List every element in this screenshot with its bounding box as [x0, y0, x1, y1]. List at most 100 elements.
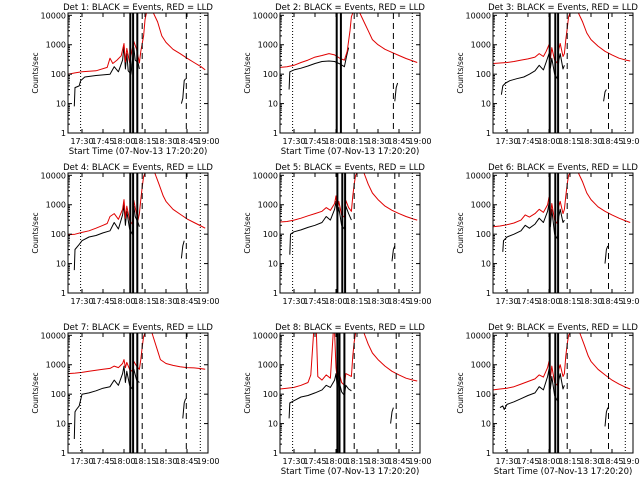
y-tick-label: 1	[486, 129, 491, 138]
y-tick-label: 10000	[466, 331, 491, 340]
y-axis-label: Counts/sec	[31, 372, 40, 413]
x-tick-label: 18:00	[324, 457, 347, 466]
y-tick-label: 10000	[41, 171, 66, 180]
y-tick-label: 1	[486, 289, 491, 298]
x-tick-label: 19:00	[408, 457, 431, 466]
x-tick-label: 18:30	[154, 137, 177, 146]
y-tick-label: 10	[56, 100, 66, 109]
y-axis-label: Counts/sec	[456, 372, 465, 413]
y-tick-label: 1000	[46, 201, 66, 210]
x-tick-label: 18:15	[133, 297, 156, 306]
events-series-line	[603, 89, 607, 102]
plot-frame	[492, 12, 634, 134]
x-tick-label: 18:00	[537, 297, 560, 306]
detector-panel-2: 1 10 100 1000 10000 17:3017:4518:0018:1518:30…	[243, 3, 432, 157]
y-tick-label: 100	[263, 230, 278, 239]
x-tick-label: 17:45	[91, 297, 114, 306]
panel-title: Det 6: BLACK = Events, RED = LLD	[488, 163, 638, 173]
y-tick-label: 10000	[253, 331, 278, 340]
x-tick-label: 17:30	[70, 297, 93, 306]
panel-title: Det 8: BLACK = Events, RED = LLD	[275, 323, 425, 333]
y-tick-label: 100	[476, 70, 491, 79]
y-tick-label: 100	[51, 70, 66, 79]
x-tick-label: 18:15	[558, 137, 581, 146]
lld-series-line	[492, 12, 631, 64]
y-tick-label: 10	[481, 260, 491, 269]
panel-title: Det 9: BLACK = Events, RED = LLD	[488, 323, 638, 333]
x-tick-label: 18:45	[600, 137, 623, 146]
x-tick-label: 17:45	[91, 137, 114, 146]
x-tick-label: 18:45	[600, 457, 623, 466]
x-tick-label: 18:30	[579, 297, 602, 306]
y-tick-label: 1	[61, 129, 66, 138]
y-tick-label: 1000	[258, 201, 278, 210]
y-tick-label: 1000	[46, 361, 66, 370]
panel-title: Det 4: BLACK = Events, RED = LLD	[63, 163, 213, 173]
detector-panel-7: 1 10 100 1000 10000 17:3017:4518:0018:1518:30…	[31, 323, 220, 466]
x-tick-label: 18:15	[133, 457, 156, 466]
detector-panel-9: 1 10 100 1000 10000 17:3017:4518:0018:1518:30…	[456, 323, 640, 477]
panel-title: Det 5: BLACK = Events, RED = LLD	[275, 163, 425, 173]
events-series-line	[73, 365, 140, 440]
panel-title: Det 2: BLACK = Events, RED = LLD	[275, 3, 425, 13]
events-series-line	[182, 398, 187, 419]
x-tick-label: 18:30	[154, 457, 177, 466]
x-tick-label: 18:45	[600, 297, 623, 306]
lld-series-line	[492, 172, 631, 228]
plot-frame	[279, 332, 421, 454]
y-tick-label: 1000	[258, 361, 278, 370]
y-tick-label: 100	[476, 230, 491, 239]
x-tick-label: 19:00	[621, 457, 640, 466]
x-tick-label: 18:45	[175, 457, 198, 466]
y-tick-label: 10000	[253, 171, 278, 180]
x-axis-label: Start Time (07-Nov-13 17:20:20)	[69, 147, 208, 157]
x-tick-label: 19:00	[621, 297, 640, 306]
y-axis-label: Counts/sec	[243, 52, 252, 93]
x-tick-label: 18:45	[175, 137, 198, 146]
events-series-line	[180, 240, 185, 259]
y-tick-label: 10	[481, 100, 491, 109]
plot-frame	[492, 172, 634, 294]
x-tick-label: 17:30	[495, 297, 518, 306]
lld-series-line	[279, 12, 418, 68]
x-tick-label: 18:15	[345, 297, 368, 306]
x-tick-label: 19:00	[408, 137, 431, 146]
x-tick-label: 18:30	[366, 297, 389, 306]
x-tick-label: 18:00	[112, 297, 135, 306]
x-tick-label: 17:30	[282, 297, 305, 306]
y-tick-label: 10	[56, 420, 66, 429]
detector-panel-8: 1 10 100 1000 10000 17:3017:4518:0018:1518:30…	[243, 323, 432, 477]
x-tick-label: 18:15	[345, 137, 368, 146]
y-axis-label: Counts/sec	[243, 212, 252, 253]
x-tick-label: 19:00	[196, 457, 219, 466]
y-tick-label: 10000	[41, 331, 66, 340]
x-tick-label: 18:45	[175, 297, 198, 306]
x-tick-label: 18:00	[537, 457, 560, 466]
x-tick-label: 18:45	[387, 137, 410, 146]
events-series-line	[394, 82, 399, 102]
x-tick-label: 18:15	[558, 457, 581, 466]
x-tick-label: 18:00	[112, 457, 135, 466]
x-tick-label: 18:00	[324, 137, 347, 146]
x-axis-label: Start Time (07-Nov-13 17:20:20)	[281, 147, 420, 157]
detector-panel-3: 1 10 100 1000 10000 17:3017:4518:0018:1518:30…	[456, 3, 640, 146]
detector-panel-1: 1 10 100 1000 10000 17:3017:4518:0018:1518:30…	[31, 3, 220, 157]
x-tick-label: 18:15	[133, 137, 156, 146]
x-tick-label: 18:00	[112, 137, 135, 146]
x-tick-label: 18:30	[366, 137, 389, 146]
events-series-line	[390, 407, 394, 424]
y-axis-label: Counts/sec	[456, 212, 465, 253]
x-tick-label: 17:30	[282, 137, 305, 146]
y-tick-label: 10	[56, 260, 66, 269]
events-series-line	[180, 78, 187, 104]
x-tick-label: 17:45	[516, 457, 539, 466]
y-tick-label: 1	[61, 289, 66, 298]
y-tick-label: 10000	[253, 11, 278, 20]
y-tick-label: 1	[273, 129, 278, 138]
x-tick-label: 17:30	[282, 457, 305, 466]
x-tick-label: 18:00	[324, 297, 347, 306]
x-tick-label: 17:45	[516, 137, 539, 146]
x-tick-label: 17:30	[70, 137, 93, 146]
